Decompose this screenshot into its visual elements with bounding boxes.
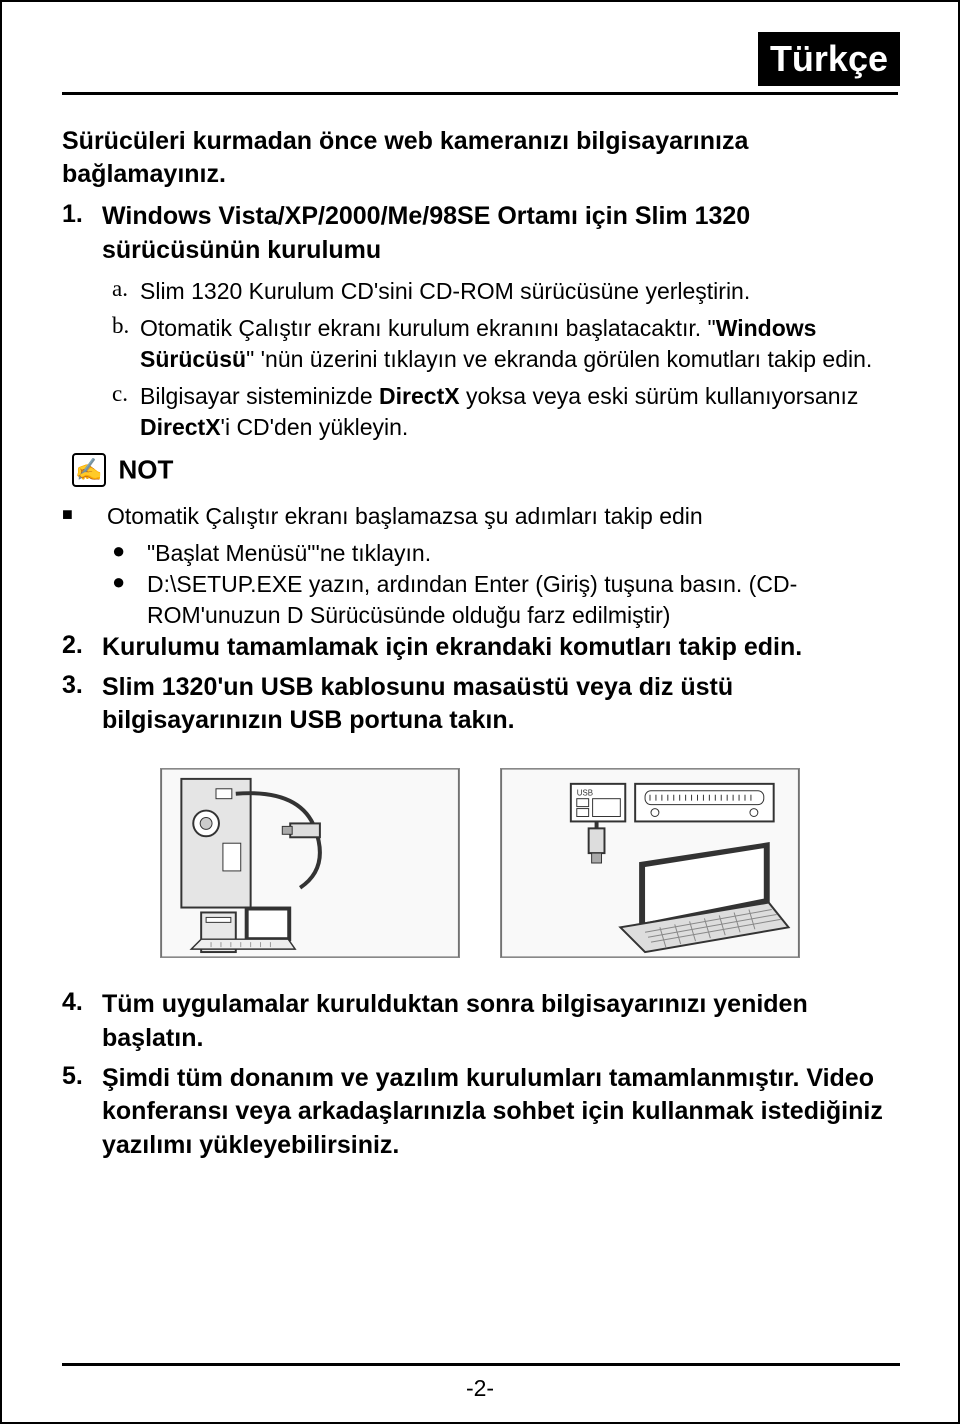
sub-a-letter: a. xyxy=(112,276,140,307)
sub-b-letter: b. xyxy=(112,313,140,375)
note-inner-1: "Başlat Menüsü"'ne tıklayın. xyxy=(147,538,431,569)
step-3: 3. Slim 1320'un USB kablosunu masaüstü v… xyxy=(62,671,898,739)
step-1-text: Windows Vista/XP/2000/Me/98SE Ortamı içi… xyxy=(102,200,898,268)
sub-b-suffix: " 'nün üzerini tıklayın ve ekranda görül… xyxy=(246,346,872,372)
footer-rule xyxy=(62,1363,900,1366)
language-badge: Türkçe xyxy=(758,32,900,86)
step-1-number: 1. xyxy=(62,200,102,268)
svg-text:USB: USB xyxy=(577,789,593,798)
step-2-text: Kurulumu tamamlamak için ekrandaki komut… xyxy=(102,631,802,665)
note-inner-2: D:\SETUP.EXE yazın, ardından Enter (Giri… xyxy=(147,569,898,631)
step-2-number: 2. xyxy=(62,631,102,665)
step-5-number: 5. xyxy=(62,1062,102,1163)
sub-c-bold1: DirectX xyxy=(379,383,460,409)
step-3-text: Slim 1320'un USB kablosunu masaüstü veya… xyxy=(102,671,898,739)
note-icon: ✍ xyxy=(72,453,106,487)
page-number: -2- xyxy=(466,1375,494,1402)
sub-b-prefix: Otomatik Çalıştır ekranı kurulum ekranın… xyxy=(140,315,716,341)
dot-bullet: ● xyxy=(112,538,147,569)
dot-bullet: ● xyxy=(112,569,147,631)
sub-b-text: Otomatik Çalıştır ekranı kurulum ekranın… xyxy=(140,313,898,375)
step-4-number: 4. xyxy=(62,988,102,1056)
step-1: 1. Windows Vista/XP/2000/Me/98SE Ortamı … xyxy=(62,200,898,443)
sub-c-suffix: 'i CD'den yükleyin. xyxy=(221,414,409,440)
header-rule xyxy=(62,92,898,95)
sub-c-prefix: Bilgisayar sisteminizde xyxy=(140,383,379,409)
note-bullet-text: Otomatik Çalıştır ekranı başlamazsa şu a… xyxy=(107,501,703,532)
step-3-number: 3. xyxy=(62,671,102,739)
step-2: 2. Kurulumu tamamlamak için ekrandaki ko… xyxy=(62,631,898,665)
step-4-text: Tüm uygulamalar kurulduktan sonra bilgis… xyxy=(102,988,898,1056)
sub-c-bold2: DirectX xyxy=(140,414,221,440)
step-1-sublist: a. Slim 1320 Kurulum CD'sini CD-ROM sürü… xyxy=(112,276,898,443)
sub-c-letter: c. xyxy=(112,381,140,443)
sub-c-mid: yoksa veya eski sürüm kullanıyorsanız xyxy=(460,383,859,409)
square-bullet: ■ xyxy=(62,501,107,532)
sub-a-text: Slim 1320 Kurulum CD'sini CD-ROM sürücüs… xyxy=(140,276,750,307)
document-page: Türkçe Sürücüleri kurmadan önce web kame… xyxy=(0,0,960,1424)
step-5-text: Şimdi tüm donanım ve yazılım kurulumları… xyxy=(102,1062,898,1163)
note-label: NOT xyxy=(118,454,173,484)
note-section: ✍ NOT xyxy=(72,453,898,487)
sub-c-text: Bilgisayar sisteminizde DirectX yoksa ve… xyxy=(140,381,898,443)
desktop-usb-illustration xyxy=(160,768,460,958)
note-bullet-list: ■ Otomatik Çalıştır ekranı başlamazsa şu… xyxy=(62,501,898,631)
step-4: 4. Tüm uygulamalar kurulduktan sonra bil… xyxy=(62,988,898,1056)
step-5: 5. Şimdi tüm donanım ve yazılım kuruluml… xyxy=(62,1062,898,1163)
laptop-usb-illustration: USB xyxy=(500,768,800,958)
usb-illustration: USB xyxy=(62,768,898,958)
intro-warning: Sürücüleri kurmadan önce web kameranızı … xyxy=(62,125,898,190)
